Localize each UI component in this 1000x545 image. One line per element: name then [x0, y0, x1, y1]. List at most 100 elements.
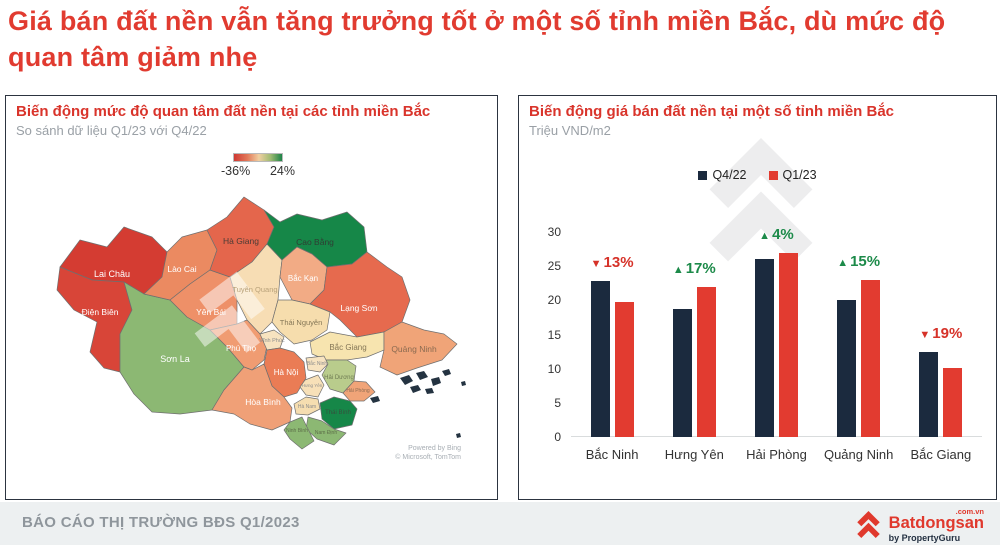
bar-q1-23-3[interactable] [778, 252, 798, 437]
map-island [456, 433, 461, 438]
change-badge-5: ▼ 19% [919, 325, 962, 342]
bar-q4-22-4[interactable] [837, 300, 857, 437]
y-axis-tick-20: 20 [547, 293, 561, 308]
map-province-hung-yen[interactable] [299, 374, 325, 398]
map-panel: Biến động mức độ quan tâm đất nền tại cá… [5, 95, 498, 500]
map-province-label-bac-kan: Bắc Kạn [288, 274, 318, 283]
map-province-bac-ninh[interactable] [305, 355, 329, 373]
bar-q1-23-5[interactable] [943, 368, 963, 437]
map-province-label-lao-cai: Lào Cai [167, 264, 196, 274]
map-province-ha-nam[interactable] [293, 396, 321, 416]
batdongsan-logo-icon [856, 511, 880, 539]
map-province-label-yen-bai: Yên Bái [196, 307, 226, 317]
bar-group-3: ▲ 4% Hải Phòng [743, 226, 809, 463]
map-province-label-hai-phong: Hải Phòng [346, 388, 370, 394]
y-axis-tick-5: 5 [554, 395, 561, 410]
map-province-label-cao-bang: Cao Bằng [296, 237, 334, 247]
grouped-bar-chart: ▼ 13% Bắc Ninh ▲ 17% Hưng Yên ▲ 4% Hải Phòng ▲ 15%… [527, 225, 986, 463]
map-island [400, 375, 413, 385]
chart-panel-title: Biến động giá bán đất nền tại một số tỉn… [529, 103, 895, 120]
legend-label: Q1/23 [782, 168, 817, 182]
map-color-legend: -36% 24% [216, 153, 300, 178]
map-island [410, 385, 421, 393]
x-axis-category-label: Hải Phòng [746, 447, 807, 462]
map-province-label-vinh-phuc: Vĩnh Phúc [259, 338, 285, 344]
map-attribution: Powered by Bing © Microsoft, TomTom [395, 445, 461, 462]
map-province-label-dien-bien: Điện Biên [82, 307, 119, 317]
map-province-quang-ninh[interactable] [379, 321, 458, 376]
y-axis-tick-25: 25 [547, 259, 561, 274]
legend-swatch [768, 170, 778, 180]
map-island [416, 371, 428, 380]
gradient-min-label: -36% [221, 164, 251, 178]
gradient-bar [233, 153, 283, 162]
brand-byline: by PropertyGuru [888, 532, 961, 543]
change-value: 4% [772, 225, 794, 243]
x-axis-category-label: Quảng Ninh [823, 447, 894, 462]
map-province-label-phu-tho: Phú Thọ [226, 344, 257, 353]
map-watermark-logo-icon [194, 271, 265, 353]
map-province-thai-nguyen[interactable] [271, 299, 331, 345]
y-axis-tick-15: 15 [547, 327, 561, 342]
brand-name: Batdongsan [888, 514, 984, 532]
bar-q4-22-5[interactable] [919, 351, 939, 437]
map-province-label-ha-nam: Hà Nam [298, 404, 316, 410]
map-province-label-bac-giang: Bắc Giang [329, 343, 366, 352]
map-province-label-lang-son: Lạng Sơn [340, 303, 378, 313]
bar-q4-22-1[interactable] [590, 281, 610, 437]
map-province-label-hung-yen: Hưng Yên [302, 383, 323, 388]
report-label: BÁO CÁO THỊ TRƯỜNG BĐS Q1/2023 [22, 514, 300, 531]
x-axis-category-label: Hưng Yên [664, 447, 724, 462]
map-island [431, 377, 441, 386]
x-axis-category-label: Bắc Giang [910, 447, 972, 462]
change-value: 13% [603, 254, 634, 272]
x-axis-category-label: Bắc Ninh [585, 447, 639, 462]
gradient-max-label: 24% [269, 164, 295, 178]
change-value: 17% [685, 260, 716, 278]
triangle-up-icon: ▲ [837, 256, 849, 269]
y-axis-tick-0: 0 [554, 430, 561, 444]
bar-q1-23-4[interactable] [861, 279, 881, 437]
bar-group-2: ▲ 17% Hưng Yên [661, 232, 727, 462]
bar-q1-23-2[interactable] [696, 287, 716, 437]
map-province-label-tuyen-quang: Tuyên Quang [232, 285, 277, 294]
chart-legend: Q4/22 Q1/23 [519, 168, 996, 182]
bar-q4-22-3[interactable] [754, 259, 774, 437]
map-province-label-quang-ninh: Quảng Ninh [391, 344, 437, 354]
map-province-label-thai-binh: Thái Bình [325, 410, 351, 416]
change-value: 15% [850, 252, 881, 270]
legend-label: Q4/22 [712, 168, 747, 182]
map-province-label-bac-ninh: Bắc Ninh [307, 360, 328, 367]
map-island [442, 369, 451, 376]
legend-item-q4-22[interactable]: Q4/22 [698, 168, 747, 182]
map-province-label-ninh-binh: Ninh Bình [286, 428, 308, 434]
choropleth-map[interactable]: Lai Châu Điện Biên Sơn La Lào Cai Yên Bái Hà … [12, 182, 492, 494]
change-value: 19% [932, 324, 963, 342]
map-province-ninh-binh[interactable] [283, 416, 315, 450]
map-panel-subtitle: So sánh dữ liệu Q1/23 với Q4/22 [16, 123, 207, 138]
change-badge-4: ▲ 15% [837, 253, 880, 270]
map-province-label-thai-nguyen: Thái Nguyên [280, 318, 323, 327]
map-panel-title: Biến động mức độ quan tâm đất nền tại cá… [16, 103, 431, 120]
triangle-down-icon: ▼ [919, 328, 931, 341]
change-badge-3: ▲ 4% [759, 226, 794, 243]
map-island [425, 388, 434, 394]
map-province-thai-binh[interactable] [319, 396, 358, 430]
y-axis-tick-10: 10 [547, 361, 561, 376]
map-province-dien-bien[interactable] [56, 266, 133, 373]
map-island [461, 381, 466, 386]
chart-panel-subtitle: Triệu VND/m2 [529, 123, 611, 138]
bar-chart-panel: Biến động giá bán đất nền tại một số tỉn… [518, 95, 997, 500]
bar-q4-22-2[interactable] [672, 309, 692, 437]
bar-q1-23-1[interactable] [614, 301, 634, 437]
x-axis-line [571, 436, 982, 437]
map-province-vinh-phuc[interactable] [259, 329, 285, 351]
brand-logo[interactable]: .com.vn Batdongsan by PropertyGuru [855, 507, 984, 543]
change-badge-1: ▼ 13% [591, 254, 634, 271]
map-island [370, 396, 380, 403]
triangle-down-icon: ▼ [590, 258, 602, 271]
brand-tld: .com.vn [955, 507, 984, 516]
map-province-label-lai-chau: Lai Châu [94, 269, 130, 279]
legend-item-q1-23[interactable]: Q1/23 [768, 168, 817, 182]
